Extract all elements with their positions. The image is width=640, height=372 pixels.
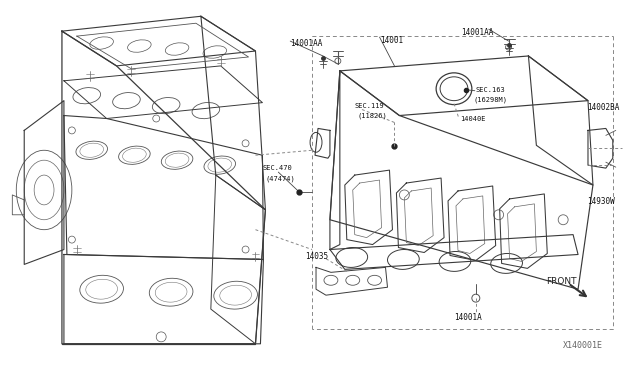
- Text: 14001AA: 14001AA: [290, 39, 323, 48]
- Text: 14001A: 14001A: [454, 313, 482, 322]
- Text: 14001: 14001: [381, 36, 404, 45]
- Text: 14001AA: 14001AA: [461, 28, 493, 37]
- Text: (47474): (47474): [266, 175, 295, 182]
- Text: (11826): (11826): [358, 113, 387, 119]
- Text: 14035: 14035: [305, 251, 328, 260]
- Text: 14040E: 14040E: [460, 116, 486, 122]
- Text: 14930W: 14930W: [587, 197, 615, 206]
- Text: FRONT: FRONT: [547, 277, 577, 286]
- Text: SEC.163: SEC.163: [476, 87, 506, 93]
- Text: SEC.119: SEC.119: [355, 103, 385, 109]
- Text: (16298M): (16298M): [474, 97, 508, 103]
- Text: X140001E: X140001E: [563, 341, 603, 350]
- Text: SEC.470: SEC.470: [262, 165, 292, 171]
- Text: 14002BA: 14002BA: [587, 103, 620, 112]
